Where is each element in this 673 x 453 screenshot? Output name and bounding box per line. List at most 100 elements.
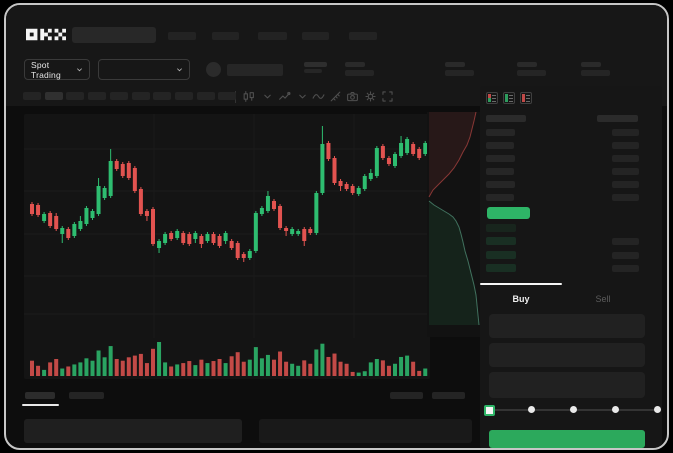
timeframe-button-placeholder[interactable]	[174, 92, 193, 100]
price-change-placeholder	[304, 69, 322, 73]
order-amount-field[interactable]	[489, 343, 645, 367]
ticker-stat-value-placeholder	[445, 70, 474, 76]
nav-item-placeholder[interactable]	[258, 32, 287, 40]
icon-line	[492, 101, 496, 102]
okx-logo	[26, 28, 66, 41]
slider-stop-dot[interactable]	[611, 406, 619, 413]
pair-selector-dropdown[interactable]	[98, 59, 190, 80]
ticker-stat-label-placeholder	[345, 62, 365, 67]
bottom-tab-placeholder[interactable]	[69, 392, 104, 399]
candle-style-icon[interactable]	[242, 90, 255, 103]
bottom-tab-active-placeholder[interactable]	[25, 392, 55, 399]
timeframe-button-placeholder[interactable]	[23, 92, 41, 100]
nav-item-placeholder[interactable]	[168, 32, 196, 40]
slider-stop-dot[interactable]	[527, 406, 535, 413]
ask-price-placeholder	[486, 155, 515, 162]
book-header-price-placeholder	[486, 115, 526, 122]
ask-amount-placeholder	[612, 142, 639, 149]
market-type-selector[interactable]: Spot Trading	[24, 59, 90, 80]
indicators-icon[interactable]	[278, 90, 291, 103]
nav-item-placeholder[interactable]	[349, 32, 377, 40]
icon-line	[526, 101, 530, 102]
ask-price-placeholder	[486, 194, 514, 201]
icon-asks-mark	[522, 94, 525, 102]
timeframe-button-placeholder[interactable]	[88, 92, 107, 100]
timeframe-button-placeholder[interactable]	[218, 92, 237, 100]
buy-submit-button[interactable]	[489, 430, 645, 448]
book-bids-icon[interactable]	[503, 92, 515, 104]
book-combined-icon[interactable]	[486, 92, 498, 104]
icon-bids-mark	[488, 98, 491, 102]
chevron-down-icon	[77, 68, 82, 72]
bid-price-placeholder	[486, 237, 516, 246]
slider-stop-dot[interactable]	[653, 406, 661, 413]
last-price-placeholder	[304, 62, 327, 67]
ask-price-placeholder	[486, 181, 515, 188]
icon-line	[509, 101, 513, 102]
global-search-placeholder[interactable]	[72, 27, 156, 43]
ask-amount-placeholder	[612, 181, 639, 188]
bid-amount-placeholder	[612, 264, 639, 272]
depth-chart-panel	[427, 112, 480, 337]
order-total-field[interactable]	[489, 372, 645, 398]
ask-price-placeholder	[486, 129, 515, 136]
icon-line	[492, 98, 496, 99]
timeframe-button-placeholder[interactable]	[153, 92, 172, 100]
icon-line	[526, 95, 530, 96]
last-price-indicator	[487, 207, 530, 219]
bid-price-placeholder	[486, 224, 516, 232]
chevron-down-icon	[177, 68, 182, 72]
settings-gear-icon[interactable]	[364, 90, 377, 103]
tab-sell[interactable]: Sell	[595, 294, 611, 304]
chevron-down-icon[interactable]	[296, 90, 309, 103]
icon-line	[509, 95, 513, 96]
history-panel-placeholder	[259, 419, 472, 443]
bid-amount-placeholder	[612, 251, 639, 259]
bid-price-placeholder	[486, 263, 516, 272]
nav-item-placeholder[interactable]	[212, 32, 239, 40]
timeframe-button-placeholder[interactable]	[44, 92, 63, 100]
slider-handle[interactable]	[484, 405, 495, 416]
ticker-stat-label-placeholder	[581, 62, 601, 67]
orders-panel-placeholder	[24, 419, 242, 443]
bid-amount-placeholder	[612, 238, 639, 246]
ticker-stat-value-placeholder	[581, 70, 610, 76]
camera-icon[interactable]	[346, 90, 359, 103]
timeframe-button-placeholder[interactable]	[196, 92, 215, 100]
ticker-stat-value-placeholder	[345, 70, 374, 76]
bottom-action-placeholder[interactable]	[432, 392, 465, 399]
tab-buy[interactable]: Buy	[512, 294, 530, 304]
book-asks-icon[interactable]	[520, 92, 532, 104]
bid-price-placeholder	[486, 250, 516, 259]
chevron-down-icon[interactable]	[261, 90, 274, 103]
line-tool-icon[interactable]	[312, 90, 325, 103]
buy-tab-indicator	[480, 283, 562, 285]
timeframe-button-placeholder[interactable]	[131, 92, 150, 100]
ask-price-placeholder	[486, 142, 514, 149]
icon-line	[492, 95, 496, 96]
ask-price-placeholder	[486, 168, 514, 175]
slider-stop-dot[interactable]	[569, 406, 577, 413]
timeframe-button-placeholder[interactable]	[109, 92, 128, 100]
pair-name-placeholder	[227, 64, 283, 76]
depth-chart	[428, 112, 480, 326]
bottom-action-placeholder[interactable]	[390, 392, 423, 399]
icon-asks-mark	[488, 94, 491, 98]
ask-amount-placeholder	[612, 194, 639, 201]
ticker-stat-label-placeholder	[445, 62, 465, 67]
nav-item-placeholder[interactable]	[302, 32, 329, 40]
timeframe-button-placeholder[interactable]	[66, 92, 85, 100]
ticker-stat-label-placeholder	[517, 62, 537, 67]
pair-avatar[interactable]	[206, 62, 221, 77]
ticker-stat-value-placeholder	[517, 70, 546, 76]
ask-amount-placeholder	[612, 129, 639, 136]
measure-tool-icon[interactable]	[329, 90, 342, 103]
fullscreen-icon[interactable]	[381, 90, 394, 103]
market-type-label: Spot Trading	[31, 59, 61, 80]
bottom-tab-underline	[22, 404, 59, 406]
candlestick-chart[interactable]	[24, 114, 430, 379]
app-frame: Spot Trading Buy Sell	[4, 3, 669, 450]
icon-bids-mark	[505, 94, 508, 102]
book-header-amount-placeholder	[597, 115, 638, 122]
order-price-field[interactable]	[489, 314, 645, 338]
